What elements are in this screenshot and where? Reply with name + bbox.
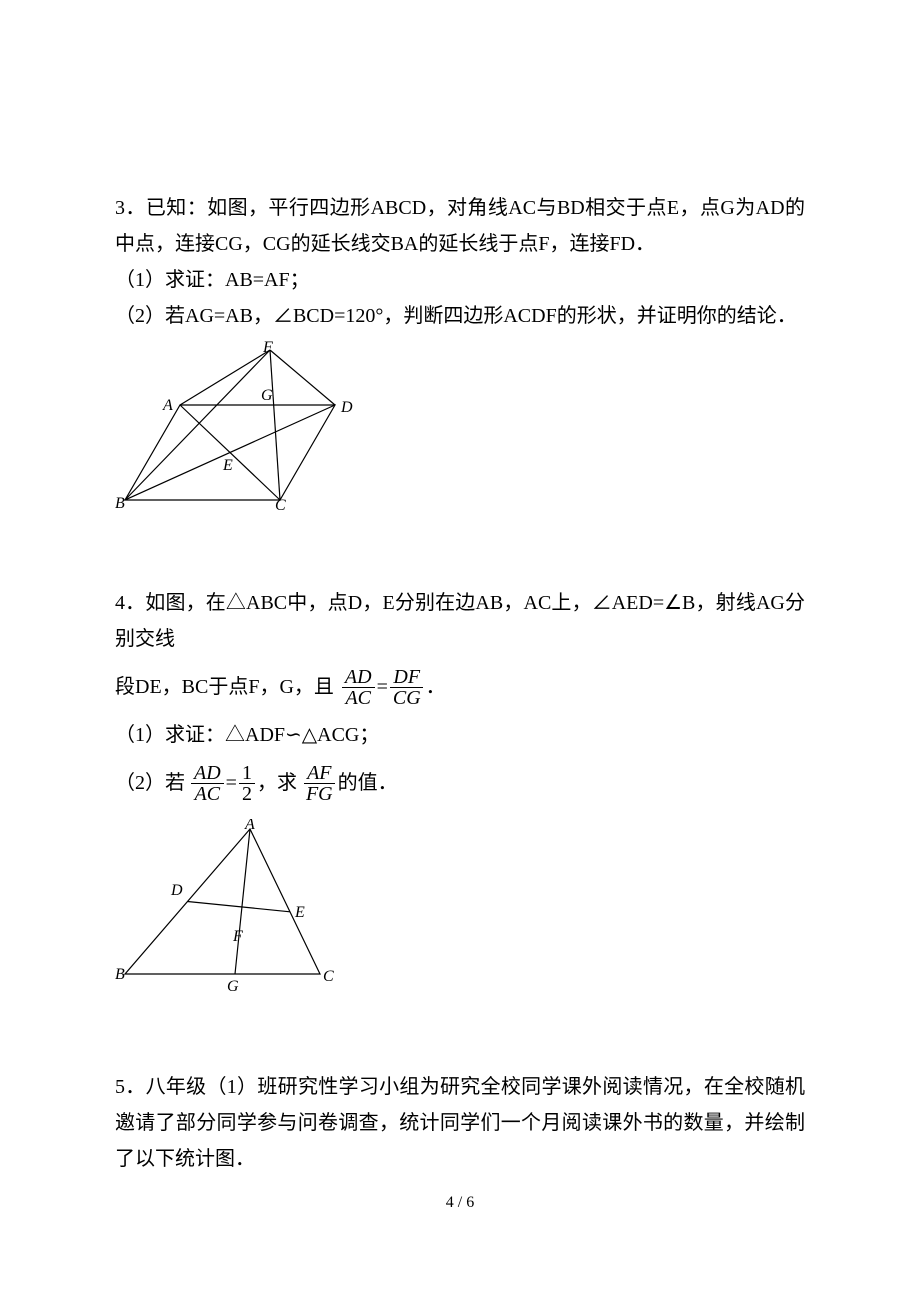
q4-stem-line2: 段DE，BC于点F，G，且 AD AC = DF CG ． bbox=[115, 657, 446, 717]
q5-stem: 5．八年级（1）班研究性学习小组为研究全校同学课外阅读情况，在全校随机邀请了部分… bbox=[115, 1069, 805, 1177]
q4-stem2b: ． bbox=[426, 657, 446, 717]
page-number: 4 / 6 bbox=[0, 1194, 920, 1212]
q4-part2a: （2）若 bbox=[115, 753, 185, 813]
q3-stem: 3．已知：如图，平行四边形ABCD，对角线AC与BD相交于点E，点G为AD的中点… bbox=[115, 190, 805, 262]
q4-stem-line1: 4．如图，在△ABC中，点D，E分别在边AB，AC上，∠AED=∠B，射线AG分… bbox=[115, 585, 805, 657]
q4-part2b: ，求 bbox=[257, 753, 297, 813]
q4-lbl-D: D bbox=[170, 882, 183, 899]
q4-frac1: AD AC bbox=[342, 667, 375, 708]
q3-lbl-A: A bbox=[162, 397, 173, 414]
q4-frac4: 1 2 bbox=[239, 763, 255, 804]
q4-frac2: DF CG bbox=[390, 667, 424, 708]
page: 3．已知：如图，平行四边形ABCD，对角线AC与BD相交于点E，点G为AD的中点… bbox=[0, 0, 920, 1302]
q4-part2: （2）若 AD AC = 1 2 ，求 AF FG 的值． bbox=[115, 753, 398, 813]
q4-lbl-A: A bbox=[244, 819, 255, 833]
q3-figure: F A G D E B C bbox=[115, 340, 805, 515]
q4-stem2a: 段DE，BC于点F，G，且 bbox=[115, 657, 334, 717]
q4-eq2: = bbox=[226, 753, 237, 813]
q4-lbl-E: E bbox=[294, 904, 305, 921]
q3-lbl-F: F bbox=[262, 340, 273, 356]
q4-eq1: = bbox=[377, 657, 388, 717]
q4-lbl-F: F bbox=[232, 928, 243, 945]
q3-lbl-C: C bbox=[275, 497, 286, 510]
q4-frac3: AD AC bbox=[191, 763, 224, 804]
q3-part1: （1）求证：AB=AF； bbox=[115, 262, 805, 298]
q3-lbl-E: E bbox=[222, 457, 233, 474]
q4-lbl-G: G bbox=[227, 978, 239, 994]
q4-lbl-C: C bbox=[323, 968, 334, 985]
q4-frac5: AF FG bbox=[303, 763, 336, 804]
q3-lbl-D: D bbox=[340, 399, 353, 416]
q3-lbl-B: B bbox=[115, 495, 125, 510]
q4-part2c: 的值． bbox=[338, 753, 398, 813]
q4-lbl-B: B bbox=[115, 966, 125, 983]
q4-figure: A D F E B G C bbox=[115, 819, 805, 999]
q3-lbl-G: G bbox=[261, 387, 273, 404]
q4-part1: （1）求证：△ADF∽△ACG； bbox=[115, 717, 805, 753]
q3-part2: （2）若AG=AB，∠BCD=120°，判断四边形ACDF的形状，并证明你的结论… bbox=[115, 298, 805, 334]
